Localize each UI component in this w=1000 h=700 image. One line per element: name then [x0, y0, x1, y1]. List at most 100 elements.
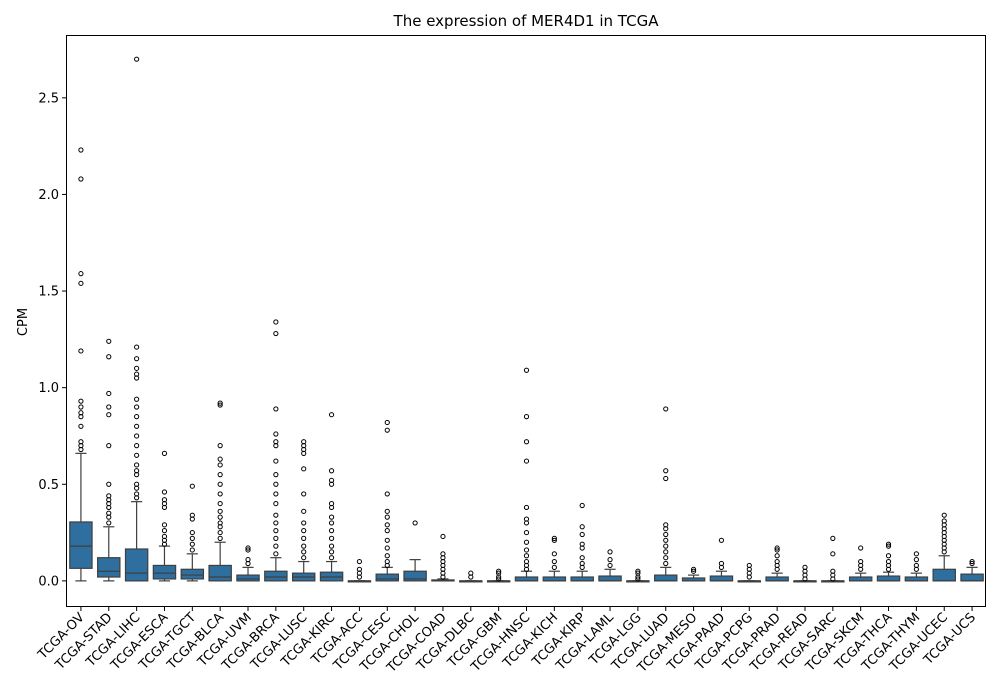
y-tick-label: 1.0 — [38, 381, 59, 396]
outlier-point — [690, 566, 697, 572]
outlier-point — [579, 541, 585, 547]
outlier-point — [328, 477, 335, 484]
outlier-point — [663, 522, 669, 528]
outlier-point — [328, 555, 335, 561]
outlier-point — [830, 568, 836, 574]
outlier-point — [384, 491, 390, 497]
outlier-point — [885, 543, 892, 549]
outlier-point — [913, 562, 919, 569]
outlier-point — [579, 502, 585, 509]
outlier-point — [885, 541, 892, 547]
y-tick-label: 1.5 — [38, 285, 59, 300]
outlier-point — [885, 553, 892, 559]
outlier-point — [301, 555, 307, 561]
plot-area: 0.00.51.01.52.02.5TCGA-OVTCGA-STADTCGA-L… — [35, 56, 984, 676]
outlier-point — [774, 547, 780, 553]
outlier-point — [273, 406, 279, 412]
outlier-point — [161, 489, 168, 495]
box-body — [69, 521, 93, 569]
outlier-point — [384, 508, 390, 514]
outlier-point — [217, 529, 223, 536]
y-tick-label: 2.5 — [38, 91, 59, 106]
outlier-point — [356, 566, 363, 572]
outlier-point — [106, 520, 112, 526]
outlier-point — [189, 541, 195, 547]
outlier-point — [969, 560, 975, 567]
outlier-point — [468, 570, 474, 576]
outlier-point — [663, 555, 669, 561]
outlier-point — [301, 520, 307, 526]
outlier-point — [523, 458, 530, 464]
outlier-point — [217, 462, 223, 468]
box-body — [403, 570, 427, 582]
outlier-point — [134, 396, 140, 402]
outlier-point — [301, 439, 307, 445]
outlier-point — [273, 500, 279, 507]
y-tick-label: 0.5 — [38, 478, 59, 493]
outlier-point — [913, 551, 919, 557]
outlier-point — [328, 528, 335, 534]
outlier-point — [134, 423, 140, 429]
outlier-point — [551, 564, 557, 570]
outlier-point — [523, 439, 530, 445]
box-body — [709, 575, 734, 582]
outlier-point — [551, 535, 557, 541]
outlier-point — [384, 545, 390, 551]
box-body — [876, 575, 901, 582]
outlier-point — [217, 508, 223, 514]
outlier-point — [217, 472, 223, 478]
outlier-point — [496, 568, 502, 574]
outlier-point — [328, 514, 335, 520]
outlier-point — [858, 545, 864, 551]
outlier-point — [134, 468, 140, 474]
outlier-point — [273, 330, 279, 337]
outlier-point — [579, 555, 585, 561]
outlier-point — [273, 535, 279, 541]
outlier-point — [579, 524, 585, 530]
outlier-point — [134, 491, 140, 497]
outlier-point — [301, 508, 307, 514]
outlier-point — [217, 520, 223, 526]
outlier-point — [551, 537, 557, 543]
outlier-point — [384, 427, 390, 433]
outlier-point — [217, 443, 223, 449]
outlier-point — [523, 529, 530, 536]
outlier-point — [301, 549, 307, 555]
outlier-point — [635, 568, 641, 574]
outlier-point — [273, 551, 279, 557]
outlier-point — [78, 348, 84, 354]
outlier-point — [635, 570, 641, 576]
outlier-point — [189, 529, 195, 536]
outlier-point — [412, 520, 418, 526]
outlier-point — [523, 547, 530, 553]
outlier-point — [718, 560, 725, 567]
y-axis-label: CPM — [16, 308, 31, 336]
outlier-point — [106, 510, 112, 516]
box-body — [654, 574, 678, 582]
outlier-point — [161, 522, 168, 528]
outlier-point — [384, 419, 390, 426]
outlier-point — [551, 558, 557, 565]
outlier-point — [774, 553, 780, 559]
outlier-point — [496, 576, 502, 582]
outlier-point — [134, 365, 140, 371]
outlier-point — [189, 483, 195, 489]
outlier-point — [134, 371, 140, 377]
outlier-point — [523, 414, 530, 420]
outlier-point — [579, 560, 585, 567]
outlier-point — [273, 528, 279, 534]
outlier-point — [579, 531, 585, 538]
outlier-point — [663, 543, 669, 549]
outlier-point — [78, 147, 84, 153]
y-tick-label: 0.0 — [38, 574, 59, 589]
outlier-point — [78, 176, 84, 182]
outlier-point — [217, 535, 223, 541]
outlier-point — [913, 557, 919, 563]
outlier-point — [78, 439, 84, 445]
outlier-point — [273, 520, 279, 526]
outlier-point — [301, 491, 307, 497]
outlier-point — [273, 512, 279, 518]
box-body — [236, 574, 260, 582]
outlier-point — [607, 562, 613, 569]
